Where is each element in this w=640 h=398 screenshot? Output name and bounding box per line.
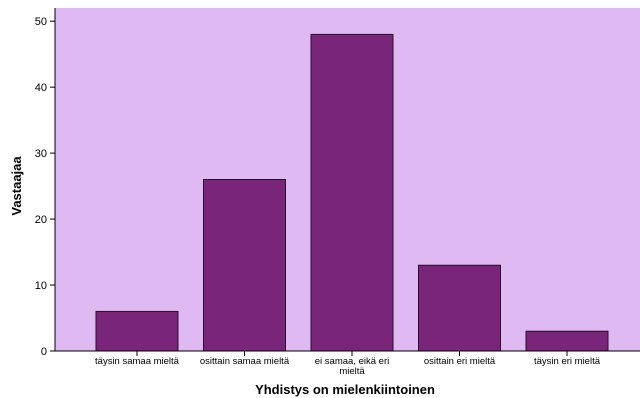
x-axis-label: Yhdistys on mielenkiintoinen: [255, 382, 435, 397]
bar: [310, 33, 394, 352]
x-tick-label: täysin eri mieltä: [534, 356, 601, 367]
x-tick-label-line: täysin eri mieltä: [534, 356, 601, 367]
bar: [525, 330, 609, 352]
x-tick-label-line: ei samaa, eikä eri: [315, 356, 389, 367]
y-axis: 0 10 20 30 40 50: [35, 8, 56, 358]
x-tick-label: täysin samaa mieltä: [95, 356, 180, 367]
x-tick-label: osittain eri mieltä: [424, 356, 496, 367]
x-axis: täysin samaa mieltä osittain samaa mieltä…: [55, 350, 640, 377]
bar: [418, 264, 501, 352]
x-tick-label-line: osittain samaa mieltä: [200, 356, 290, 367]
y-tick-label: 30: [35, 148, 47, 160]
y-tick-label: 50: [35, 16, 47, 28]
bar: [95, 310, 179, 352]
x-tick-label-line: osittain eri mieltä: [424, 356, 496, 367]
y-axis-label: Vastaajaa: [9, 156, 24, 216]
x-tick-label-line: mieltä: [339, 366, 365, 377]
x-tick-label-line: täysin samaa mieltä: [95, 356, 180, 367]
y-tick-label: 40: [35, 82, 47, 94]
y-tick-label: 0: [41, 346, 47, 358]
x-tick-label: osittain samaa mieltä: [200, 356, 290, 367]
x-tick-label: ei samaa, eikä eri mieltä: [315, 356, 389, 377]
bar: [203, 179, 286, 352]
bars: [95, 33, 609, 352]
y-tick-label: 20: [35, 214, 47, 226]
y-tick-label: 10: [35, 280, 47, 292]
